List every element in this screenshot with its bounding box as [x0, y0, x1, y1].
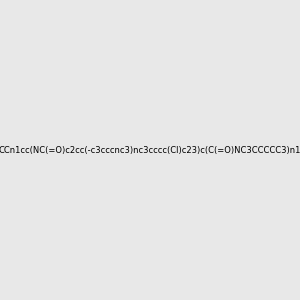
Text: CCn1cc(NC(=O)c2cc(-c3cccnc3)nc3cccc(Cl)c23)c(C(=O)NC3CCCCC3)n1: CCn1cc(NC(=O)c2cc(-c3cccnc3)nc3cccc(Cl)c… [0, 146, 300, 154]
